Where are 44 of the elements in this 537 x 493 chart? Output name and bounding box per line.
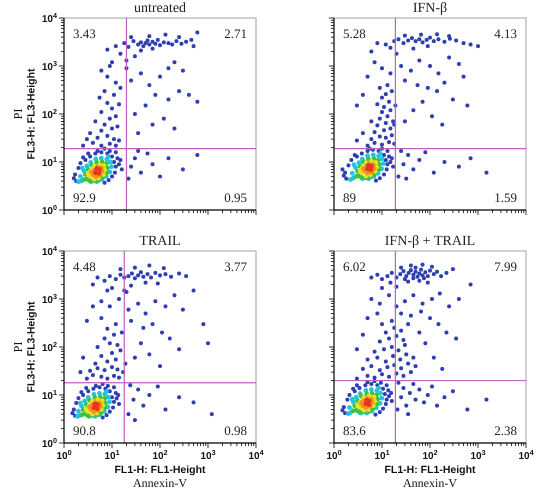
x-tick-label: 10$^{3}$ <box>200 448 216 462</box>
x-tick-label: 10$^{3}$ <box>470 448 486 462</box>
x-axis-title: FL1-H: FL1-Height Annexin-V <box>384 464 476 490</box>
x-tick-label: 10$^{2}$ <box>152 448 168 462</box>
annotation: 0.95 <box>224 190 247 205</box>
annotation: 7.99 <box>494 259 517 274</box>
y-tick-label: 10$^{0}$ <box>42 202 57 217</box>
annotation: 3.43 <box>73 26 96 41</box>
y-tick-label: 10$^{2}$ <box>42 106 57 121</box>
annotation: 89 <box>343 190 356 205</box>
annotation: 0.98 <box>224 423 247 438</box>
x-tick-label: 10$^{2}$ <box>422 448 438 462</box>
y-tick-label: 10$^{4}$ <box>42 10 57 25</box>
annotation: 90.8 <box>73 423 96 438</box>
annotation: 6.02 <box>343 259 366 274</box>
x-tick-label: 10$^{1}$ <box>374 448 390 462</box>
y-axis-title: PI FL3-H: FL3-Height <box>11 68 38 160</box>
y-tick-label: 10$^{3}$ <box>42 292 57 306</box>
annotation: 2.38 <box>494 423 517 438</box>
x-axis-title: FL1-H: FL1-Height Annexin-V <box>114 464 206 490</box>
x-tick-label: 10$^{1}$ <box>104 448 120 462</box>
annotation: 92.9 <box>73 190 96 205</box>
annotation: 4.13 <box>494 26 517 41</box>
y-tick-label: 10$^{3}$ <box>42 58 57 73</box>
annotation: 3.77 <box>224 259 248 274</box>
chart-title: IFN-β <box>412 1 448 16</box>
chart-title: TRAIL <box>139 234 181 249</box>
x-tick-label: 10$^{0}$ <box>56 448 72 462</box>
annotation: 83.6 <box>343 423 366 438</box>
annotation: 4.48 <box>73 259 96 274</box>
y-tick-label: 10$^{0}$ <box>42 436 57 450</box>
y-tick-label: 10$^{2}$ <box>42 340 57 354</box>
y-tick-label: 10$^{1}$ <box>42 388 57 402</box>
annotation: 5.28 <box>343 26 366 41</box>
chart-title: untreated <box>134 1 186 16</box>
chart-title: IFN-β + TRAIL <box>384 234 476 249</box>
x-tick-label: 10$^{4}$ <box>518 448 534 462</box>
x-tick-label: 10$^{0}$ <box>326 448 342 462</box>
annotation: 2.71 <box>224 26 247 41</box>
annotation: 1.59 <box>494 190 517 205</box>
y-tick-label: 10$^{1}$ <box>42 154 57 169</box>
x-tick-label: 10$^{4}$ <box>248 448 264 462</box>
y-axis-title: PI FL3-H: FL3-Height <box>11 301 38 392</box>
y-tick-label: 10$^{4}$ <box>42 244 57 258</box>
